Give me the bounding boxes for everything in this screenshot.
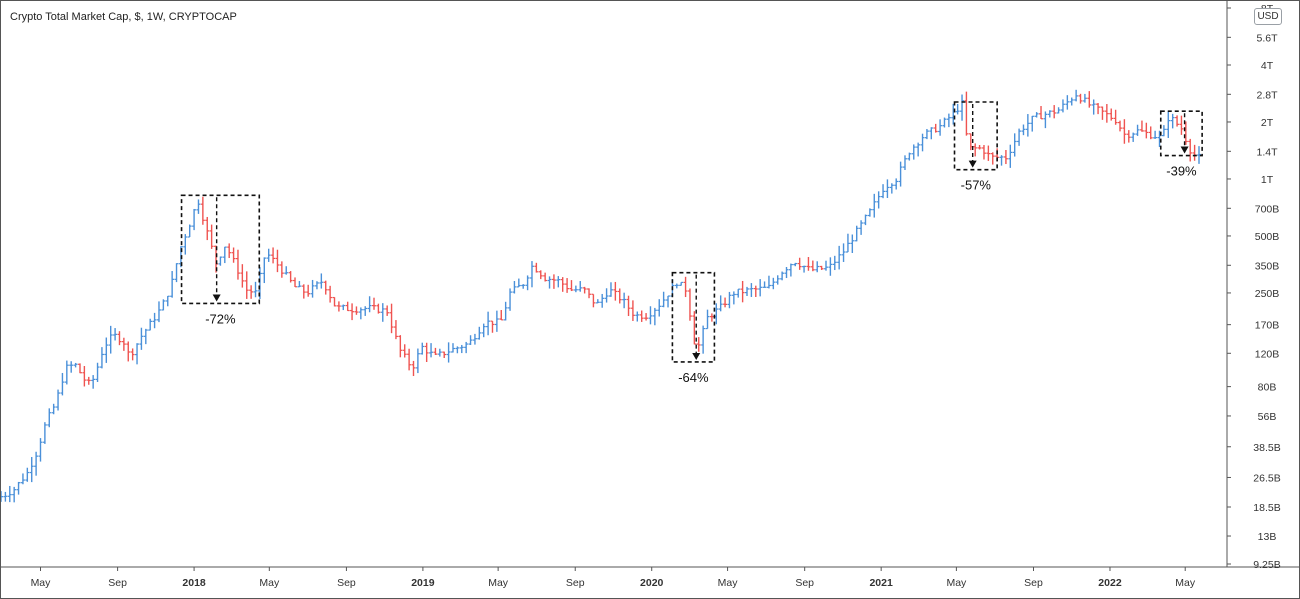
y-tick-label: 4T [1261, 60, 1274, 72]
y-tick-label: 56B [1258, 411, 1277, 423]
drawdown-box [180, 194, 261, 305]
x-tick-label: 2019 [411, 577, 435, 589]
x-tick-label: 2018 [182, 577, 206, 589]
y-tick-label: 80B [1258, 382, 1277, 394]
y-tick-label: 250B [1255, 288, 1280, 300]
x-tick-label: 2022 [1098, 577, 1122, 589]
y-tick-label: 9.25B [1253, 559, 1280, 571]
currency-unit-badge[interactable]: USD [1254, 8, 1282, 25]
y-tick-label: 2T [1261, 117, 1274, 129]
y-tick-label: 1T [1261, 174, 1274, 186]
drawdown-box [953, 101, 998, 171]
x-tick-label: May [31, 577, 52, 589]
y-tick-label: 5.6T [1256, 32, 1278, 44]
x-tick-label: 2020 [640, 577, 664, 589]
y-tick-label: 700B [1255, 203, 1280, 215]
y-tick-label: 350B [1255, 260, 1280, 272]
x-tick-label: Sep [108, 577, 127, 589]
drawdown-label: -72% [205, 311, 236, 326]
drawdown-box [1159, 110, 1203, 157]
drawdown-label: -57% [961, 178, 992, 193]
y-tick-label: 2.8T [1256, 89, 1278, 101]
drawdown-arrowhead [212, 294, 221, 302]
y-tick-label: 13B [1258, 531, 1277, 543]
drawdown-label: -39% [1166, 164, 1197, 179]
y-tick-label: 1.4T [1256, 146, 1278, 158]
x-tick-label: May [488, 577, 509, 589]
x-tick-label: May [946, 577, 967, 589]
drawdown-arrowhead [692, 352, 701, 360]
drawdown-arrowhead [968, 160, 977, 168]
drawdown-box [671, 271, 716, 363]
x-tick-label: May [718, 577, 739, 589]
x-tick-label: May [259, 577, 280, 589]
y-tick-label: 38.5B [1253, 442, 1280, 454]
y-tick-label: 26.5B [1253, 472, 1280, 484]
drawdown-label: -64% [678, 370, 709, 385]
y-tick-label: 120B [1255, 348, 1280, 360]
x-tick-label: Sep [337, 577, 356, 589]
x-tick-label: Sep [795, 577, 814, 589]
y-tick-label: 500B [1255, 231, 1280, 243]
chart-title: Crypto Total Market Cap, $, 1W, CRYPTOCA… [10, 11, 237, 23]
x-tick-label: Sep [1024, 577, 1043, 589]
y-tick-label: 170B [1255, 320, 1280, 332]
x-tick-label: May [1175, 577, 1196, 589]
y-tick-label: 18.5B [1253, 502, 1280, 514]
drawdown-arrowhead [1180, 146, 1189, 154]
x-tick-label: Sep [566, 577, 585, 589]
x-tick-label: 2021 [869, 577, 893, 589]
